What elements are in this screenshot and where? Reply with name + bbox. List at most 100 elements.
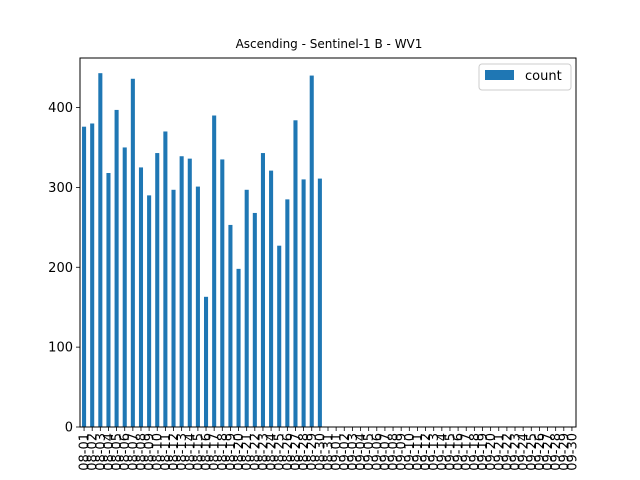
x-tick-label: 08-18 bbox=[216, 433, 231, 471]
x-tick-label: 09-07 bbox=[378, 433, 393, 471]
plot-frame bbox=[79, 57, 577, 428]
x-tick-label: 09-24 bbox=[517, 433, 532, 471]
bar-08-08 bbox=[138, 167, 144, 428]
bar-08-01 bbox=[82, 126, 87, 427]
x-tick-label: 08-02 bbox=[86, 433, 101, 471]
x-tick-label: 09-17 bbox=[460, 433, 475, 471]
bar-08-25 bbox=[277, 245, 282, 427]
x-tick-label: 08-07 bbox=[126, 433, 141, 471]
x-tick-label: 08-10 bbox=[151, 433, 166, 471]
bar-08-28 bbox=[301, 179, 306, 427]
x-tick-label: 09-30 bbox=[565, 433, 580, 471]
x-tick-label: 08-16 bbox=[200, 433, 215, 471]
legend-label: count bbox=[525, 69, 562, 84]
x-tick-label: 08-26 bbox=[281, 433, 296, 471]
x-tick-label: 08-23 bbox=[256, 433, 271, 471]
x-tick-label: 09-19 bbox=[476, 433, 491, 471]
x-tick-label: 08-24 bbox=[265, 433, 280, 471]
bar-08-10 bbox=[155, 153, 160, 428]
x-tick-label: 08-14 bbox=[183, 433, 198, 471]
x-tick-label: 08-11 bbox=[159, 433, 174, 471]
bar-08-02 bbox=[90, 123, 95, 428]
x-tick-label: 09-08 bbox=[387, 433, 402, 471]
x-tick-label: 09-18 bbox=[468, 433, 483, 471]
chart-title: Ascending - Sentinel-1 B - WV1 bbox=[236, 37, 423, 51]
x-tick-label: 09-02 bbox=[338, 433, 353, 471]
x-tick-label: 09-25 bbox=[525, 433, 540, 471]
x-tick-label: 09-22 bbox=[500, 433, 515, 471]
x-tick-label: 09-23 bbox=[509, 433, 524, 471]
x-tick-label: 09-21 bbox=[492, 433, 507, 471]
x-tick-label: 08-12 bbox=[167, 433, 182, 471]
x-tick-label: 08-05 bbox=[110, 433, 125, 471]
x-tick-label: 09-03 bbox=[346, 433, 361, 471]
x-tick-label: 08-28 bbox=[297, 433, 312, 471]
x-tick-label: 08-29 bbox=[305, 433, 320, 471]
x-tick-label: 09-20 bbox=[484, 433, 499, 471]
x-tick-label: 08-09 bbox=[143, 433, 158, 471]
x-tick-label: 08-19 bbox=[224, 433, 239, 471]
x-tick-label: 08-06 bbox=[118, 433, 133, 471]
x-tick-label: 08-21 bbox=[240, 433, 255, 471]
bar-08-06 bbox=[122, 147, 127, 427]
bar-08-19 bbox=[228, 224, 233, 427]
x-tick-label: 08-25 bbox=[273, 433, 288, 471]
x-tick-label: 09-10 bbox=[403, 433, 418, 471]
x-tick-label: 08-04 bbox=[102, 433, 117, 471]
bar-08-13 bbox=[179, 156, 184, 428]
bar-08-27 bbox=[293, 120, 298, 428]
x-tick-label: 08-13 bbox=[175, 433, 190, 471]
y-tick-label: 200 bbox=[48, 261, 73, 276]
x-tick-label: 09-11 bbox=[411, 433, 426, 471]
x-tick-label: 08-27 bbox=[289, 433, 304, 471]
bar-08-23 bbox=[260, 153, 265, 428]
x-tick-label: 09-15 bbox=[443, 433, 458, 471]
bar-08-22 bbox=[252, 212, 257, 427]
legend-swatch bbox=[485, 70, 514, 80]
bar-08-14 bbox=[187, 158, 192, 427]
x-tick-label: 08-17 bbox=[208, 433, 223, 471]
bar-08-07 bbox=[130, 78, 135, 428]
x-tick-label: 09-27 bbox=[541, 433, 556, 471]
x-tick-label: 09-28 bbox=[549, 433, 564, 471]
x-tick-label: 08-20 bbox=[232, 433, 247, 471]
x-tick-label: 09-05 bbox=[362, 433, 377, 471]
y-tick-label: 400 bbox=[48, 101, 73, 116]
bar-08-03 bbox=[98, 73, 103, 428]
bar-08-15 bbox=[195, 186, 200, 427]
bar-08-11 bbox=[163, 131, 168, 428]
x-tick-label: 08-15 bbox=[191, 433, 206, 471]
x-axis: 08-0108-0208-0308-0408-0508-0608-0708-08… bbox=[78, 427, 580, 471]
x-tick-label: 09-29 bbox=[557, 433, 572, 471]
legend: count bbox=[478, 63, 572, 91]
bar-08-18 bbox=[220, 159, 225, 427]
bar-08-04 bbox=[106, 173, 111, 427]
x-tick-label: 08-08 bbox=[134, 433, 149, 471]
bars-group bbox=[82, 73, 322, 428]
y-tick-label: 300 bbox=[48, 181, 73, 196]
bar-08-29 bbox=[309, 75, 314, 427]
bar-08-21 bbox=[244, 189, 249, 427]
x-tick-label: 08-30 bbox=[313, 433, 328, 471]
x-tick-label: 09-06 bbox=[370, 433, 385, 471]
x-tick-label: 09-09 bbox=[395, 433, 410, 471]
bar-08-17 bbox=[212, 115, 217, 427]
x-tick-label: 09-12 bbox=[419, 433, 434, 471]
x-tick-label: 08-03 bbox=[94, 433, 109, 471]
x-tick-label: 09-16 bbox=[452, 433, 467, 471]
bar-08-20 bbox=[236, 268, 241, 427]
bar-08-05 bbox=[114, 109, 119, 428]
x-tick-label: 08-31 bbox=[322, 433, 337, 471]
x-tick-label: 09-01 bbox=[330, 433, 345, 471]
x-tick-label: 09-14 bbox=[435, 433, 450, 471]
bar-08-24 bbox=[269, 170, 274, 427]
x-tick-label: 09-13 bbox=[427, 433, 442, 471]
bar-08-09 bbox=[147, 195, 152, 427]
bar-08-26 bbox=[285, 199, 290, 427]
y-tick-label: 100 bbox=[48, 341, 73, 356]
x-tick-label: 09-26 bbox=[533, 433, 548, 471]
y-tick-label: 0 bbox=[65, 421, 73, 436]
bar-08-16 bbox=[204, 296, 209, 427]
